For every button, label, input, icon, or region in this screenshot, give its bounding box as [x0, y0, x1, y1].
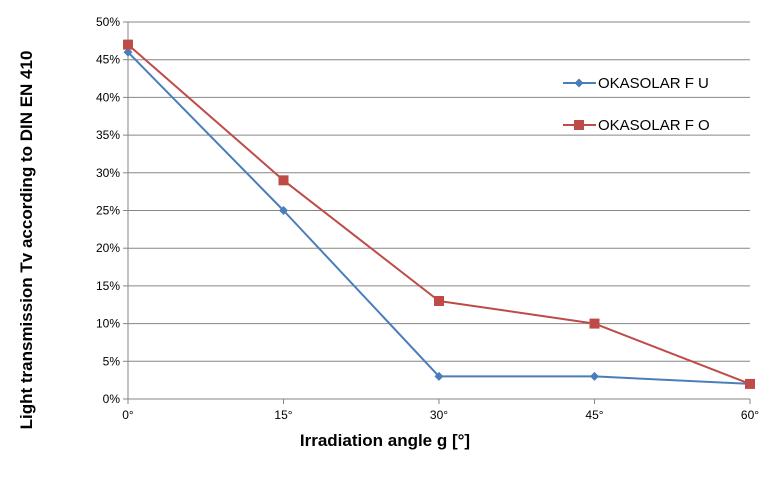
y-axis-title: Light transmission Tv according to DIN E…: [17, 51, 36, 430]
x-tick-label: 0°: [122, 408, 134, 422]
x-tick-labels: 0° 15° 30° 45° 60°: [122, 408, 759, 422]
data-point: [745, 378, 755, 389]
x-tick-label: 45°: [585, 408, 603, 422]
legend-label: OKASOLAR F U: [598, 75, 709, 92]
y-tick-label: 50%: [96, 15, 120, 29]
data-point: [123, 47, 133, 57]
data-point: [590, 371, 599, 381]
data-point: [589, 318, 600, 329]
y-tick-label: 30%: [96, 166, 120, 180]
legend-marker: [574, 78, 584, 88]
y-tick-label: 0%: [103, 392, 121, 406]
series-group: [123, 39, 755, 389]
y-tick-label: 10%: [96, 317, 120, 331]
y-tick-label: 25%: [96, 204, 120, 218]
y-tick-label: 20%: [96, 241, 120, 255]
axes: [127, 22, 751, 404]
y-tick-label: 5%: [103, 354, 121, 368]
y-tick-label: 45%: [96, 53, 120, 67]
x-tick-label: 60°: [741, 408, 759, 422]
data-point: [279, 206, 288, 215]
y-tick-label: 15%: [96, 279, 120, 293]
x-tick-label: 30°: [430, 408, 448, 422]
legend-label: OKASOLAR F O: [598, 117, 710, 134]
data-point: [123, 39, 133, 50]
x-axis-title: Irradiation angle ɡ [°]: [300, 431, 470, 450]
y-tick-labels: 0% 5% 10% 15% 20% 25% 30% 35% 40% 45% 50%: [96, 15, 120, 406]
x-tick-label: 15°: [274, 408, 292, 422]
data-point: [434, 371, 444, 381]
data-point: [434, 295, 444, 306]
legend-marker: [574, 120, 584, 130]
series-line: [127, 43, 751, 385]
legend: OKASOLAR F U OKASOLAR F O: [563, 75, 710, 134]
data-point: [278, 175, 289, 186]
series-line: [127, 51, 751, 385]
y-tick-label: 40%: [96, 90, 120, 104]
y-tick-label: 35%: [96, 128, 120, 142]
